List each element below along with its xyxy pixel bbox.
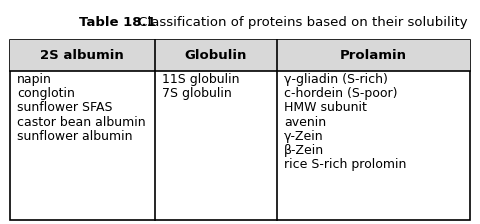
Text: rice S-rich prolomin: rice S-rich prolomin bbox=[284, 158, 407, 171]
Bar bbox=[10, 40, 470, 220]
Text: conglotin: conglotin bbox=[17, 87, 75, 100]
Text: sunflower SFAS: sunflower SFAS bbox=[17, 101, 112, 114]
Text: γ-Zein: γ-Zein bbox=[284, 130, 324, 143]
Text: 7S globulin: 7S globulin bbox=[162, 87, 232, 100]
Text: 11S globulin: 11S globulin bbox=[162, 73, 240, 86]
Text: γ-gliadin (S-rich): γ-gliadin (S-rich) bbox=[284, 73, 388, 86]
Text: avenin: avenin bbox=[284, 116, 326, 129]
Text: castor bean albumin: castor bean albumin bbox=[17, 116, 145, 129]
Text: sunflower albumin: sunflower albumin bbox=[17, 130, 132, 143]
Bar bbox=[10, 40, 470, 71]
Text: Globulin: Globulin bbox=[185, 49, 247, 62]
Text: napin: napin bbox=[17, 73, 52, 86]
Text: 2S albumin: 2S albumin bbox=[40, 49, 124, 62]
Text: Prolamin: Prolamin bbox=[340, 49, 407, 62]
Text: β-Zein: β-Zein bbox=[284, 144, 324, 157]
Text: HMW subunit: HMW subunit bbox=[284, 101, 367, 114]
Text: Table 18.1: Table 18.1 bbox=[79, 16, 156, 29]
Text: Classification of proteins based on their solubility: Classification of proteins based on thei… bbox=[134, 16, 468, 29]
Text: c-hordein (S-poor): c-hordein (S-poor) bbox=[284, 87, 397, 100]
